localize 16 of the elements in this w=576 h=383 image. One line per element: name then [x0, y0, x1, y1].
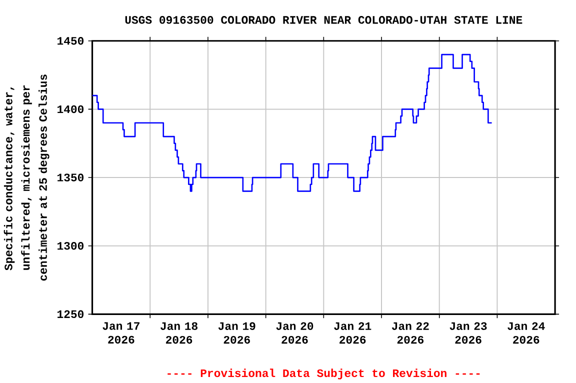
x-tick-label: Jan 18 2026	[160, 322, 198, 344]
y-tick-label: 1450	[58, 36, 84, 45]
x-tick-label: Jan 19 2026	[218, 322, 256, 344]
x-tick-label: Jan 17 2026	[102, 322, 140, 344]
y-tick-label: 1400	[58, 105, 84, 114]
y-tick-label: 1250	[58, 310, 84, 318]
chart-title: USGS 09163500 COLORADO RIVER NEAR COLORADO-UTAH STATE LINE	[125, 16, 522, 24]
x-tick-label: Jan 20 2026	[276, 322, 314, 344]
y-tick-label: 1350	[58, 174, 84, 182]
y-axis-title: Specific conductance, water, unfiltered, microsiemens per centimeter at 25 degrees Celsius	[4, 74, 50, 281]
x-tick-label: Jan 23 2026	[450, 322, 487, 344]
x-tick-label: Jan 21 2026	[334, 322, 372, 344]
y-tick-label: 1300	[58, 242, 84, 250]
text: ---- Provisional Data Subject to Revision ----	[168, 368, 480, 380]
x-tick-label: Jan 24 2026	[508, 322, 545, 344]
x-tick-label: Jan 22 2026	[392, 322, 429, 344]
